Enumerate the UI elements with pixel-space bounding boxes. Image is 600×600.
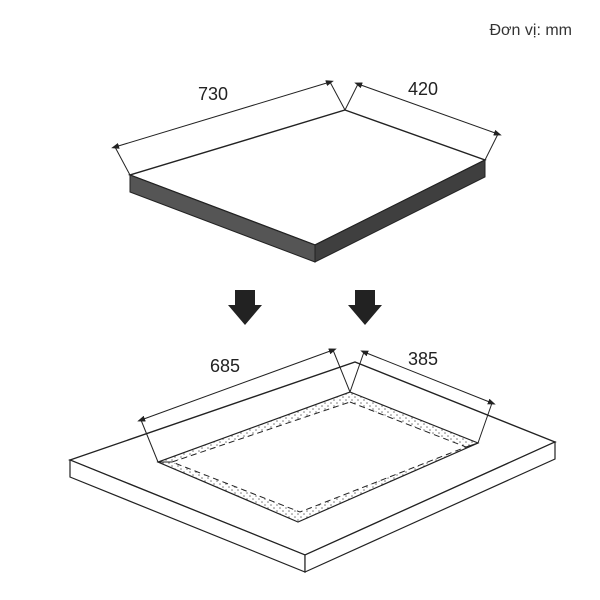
label-385: 385 — [408, 349, 438, 369]
unit-label: Đơn vị: mm — [490, 22, 573, 40]
diagram-svg: 730 420 685 — [0, 0, 600, 600]
label-420: 420 — [408, 79, 438, 99]
label-730: 730 — [198, 84, 228, 104]
label-685: 685 — [210, 356, 240, 376]
